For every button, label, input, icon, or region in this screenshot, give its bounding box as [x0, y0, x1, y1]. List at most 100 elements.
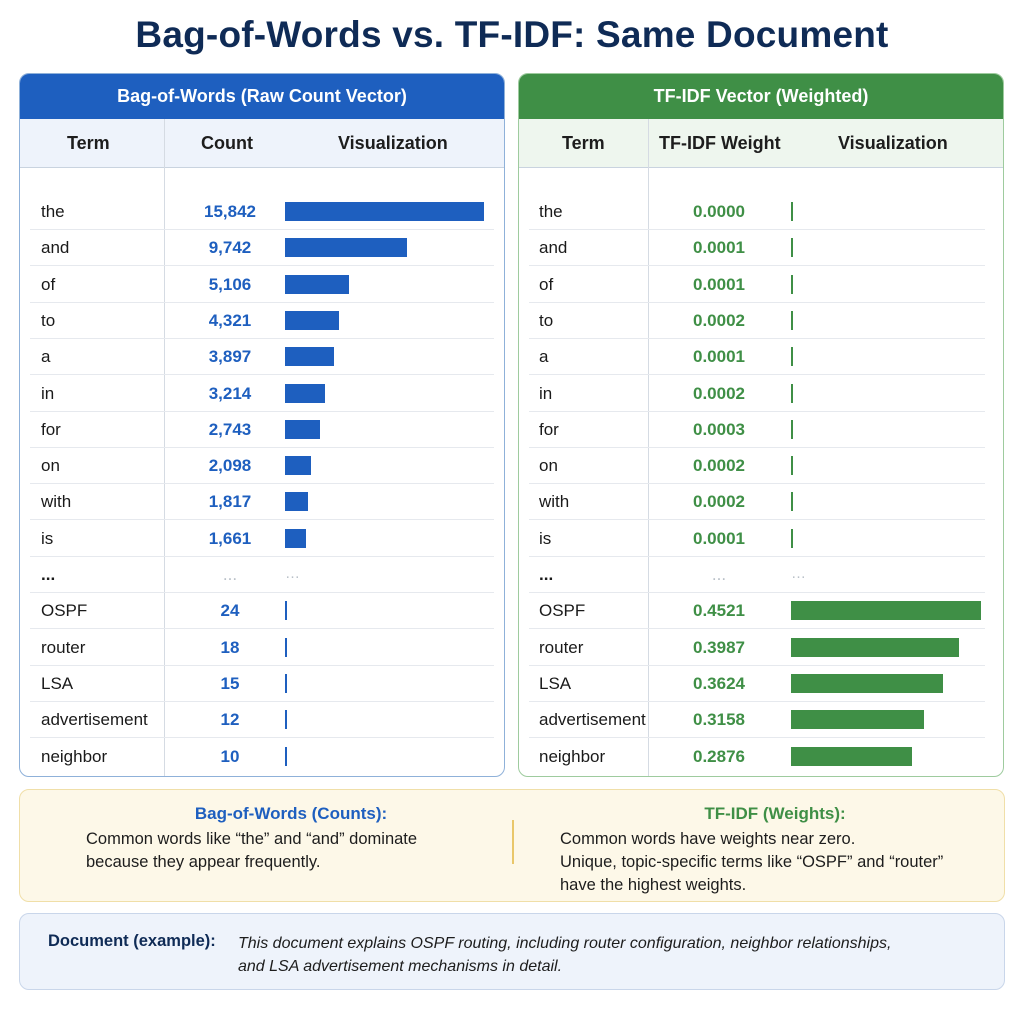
tfidf-value: 0.0002 [693, 310, 745, 330]
tfidf-value: 0.0002 [693, 456, 745, 476]
tfidf-value: 0.0002 [693, 383, 745, 403]
tfidf-bar [791, 238, 793, 258]
bow-bar [285, 310, 340, 330]
tfidf-row-separator [529, 337, 985, 339]
tfidf-value: 0.0001 [693, 238, 745, 258]
tfidf-row: to 0.0002 [519, 303, 1003, 339]
tfidf-row-separator [529, 265, 985, 267]
bow-row-separator [30, 410, 494, 412]
tfidf-value: 0.0002 [693, 492, 745, 512]
bow-row-separator [30, 592, 494, 593]
bow-term: advertisement [41, 710, 148, 730]
bow-term: of [41, 274, 56, 294]
tfidf-row-separator [529, 483, 985, 485]
tfidf-row-separator [529, 301, 985, 303]
bow-value: 18 [220, 637, 240, 657]
tfidf-value: 0.0000 [693, 202, 745, 221]
bow-value: 1,661 [208, 528, 252, 548]
bow-row: ...... … [20, 557, 504, 593]
tfidf-value: 0.3624 [693, 673, 745, 693]
tfidf-term: neighbor [539, 746, 606, 766]
bow-ellipsis-marker: … [285, 565, 300, 582]
bow-value: ... [222, 565, 238, 584]
bow-row-separator [30, 519, 494, 521]
tfidf-summary-line: have the highest weights. [560, 876, 747, 894]
tfidf-bar [791, 637, 959, 657]
tfidf-term: in [539, 383, 553, 403]
tfidf-row-separator [529, 555, 985, 557]
bow-bar [285, 746, 287, 766]
tfidf-row-separator [529, 229, 985, 230]
bow-value: 4,321 [208, 310, 252, 330]
tfidf-term: of [539, 274, 554, 294]
bow-value: 2,743 [208, 419, 252, 439]
tfidf-row-separator [529, 446, 985, 448]
tfidf-value: 0.3987 [693, 637, 745, 657]
tfidf-row-separator [529, 700, 985, 702]
tfidf-row: of 0.0001 [519, 267, 1003, 303]
bow-row: advertisement 12 [20, 702, 504, 739]
tfidf-term: LSA [539, 673, 572, 693]
bow-row: with 1,817 [20, 484, 504, 521]
tfidf-column-header: Term TF-IDF Weight Visualization [519, 119, 1003, 168]
bow-row: in 3,214 [20, 376, 504, 412]
bow-row: of 5,106 [20, 267, 504, 303]
tfidf-bar [791, 383, 793, 403]
bow-term: on [41, 456, 60, 476]
bow-bar [285, 274, 350, 294]
tfidf-bar [791, 419, 793, 439]
tfidf-row-separator [529, 519, 985, 521]
tfidf-row: LSA 0.3624 [519, 666, 1003, 702]
bow-bar [285, 383, 326, 403]
tfidf-value: 0.0001 [693, 274, 745, 294]
tfidf-row: OSPF 0.4521 [519, 593, 1003, 630]
bow-column-header: Term Count Visualization [20, 119, 504, 168]
tfidf-term: OSPF [539, 601, 586, 621]
bow-term: in [41, 383, 55, 403]
bow-bar [285, 419, 320, 439]
tfidf-value: ... [711, 565, 727, 584]
tfidf-term: router [539, 637, 584, 657]
tfidf-bar [791, 347, 793, 367]
bow-row-separator [30, 555, 494, 557]
bow-term: LSA [41, 673, 74, 693]
tfidf-row: ......… [519, 557, 1003, 593]
bow-row: a 3,897 [20, 339, 504, 376]
bow-term: ... [41, 565, 56, 584]
tfidf-row-separator [529, 592, 985, 593]
bow-row: router 18 [20, 630, 504, 666]
bow-summary: Bag-of-Words (Counts): Common words like… [86, 804, 496, 874]
bow-term: the [41, 202, 65, 221]
document-box: Document (example): This document explai… [19, 913, 1005, 990]
bow-value: 10 [220, 746, 240, 766]
page-title: Bag-of-Words vs. TF-IDF: Same Document [135, 14, 889, 55]
bow-term: to [41, 310, 56, 330]
bow-bar [285, 456, 312, 476]
bow-row-separator [30, 374, 494, 376]
bow-row: is 1,661 [20, 521, 504, 557]
bow-summary-line: because they appear frequently. [86, 853, 321, 871]
bow-row-separator [30, 737, 494, 739]
bow-row: on 2,098 [20, 448, 504, 485]
tfidf-term: a [539, 347, 549, 367]
bow-row-separator [30, 700, 494, 702]
bow-bar [285, 347, 334, 367]
bow-bar [285, 637, 287, 657]
tfidf-bar [791, 710, 924, 730]
bow-summary-line: Common words like “the” and “and” domina… [86, 830, 418, 848]
tfidf-bar [791, 528, 793, 548]
document-text-line: and LSA advertisement mechanisms in deta… [238, 958, 563, 975]
bow-row-separator [30, 337, 494, 339]
tfidf-row: on 0.0002 [519, 448, 1003, 485]
bow-row: for 2,743 [20, 412, 504, 448]
tfidf-row-separator [529, 664, 985, 666]
bow-row-separator [30, 483, 494, 485]
bow-value: 24 [220, 601, 240, 621]
bow-bar [285, 238, 408, 258]
bow-value: 12 [220, 710, 240, 730]
bow-term: neighbor [41, 746, 108, 766]
tfidf-col-visualization: Visualization [838, 133, 948, 153]
tfidf-panel-title: TF-IDF Vector (Weighted) [519, 74, 1003, 119]
bow-row-separator [30, 301, 494, 303]
tfidf-row-separator [529, 374, 985, 376]
